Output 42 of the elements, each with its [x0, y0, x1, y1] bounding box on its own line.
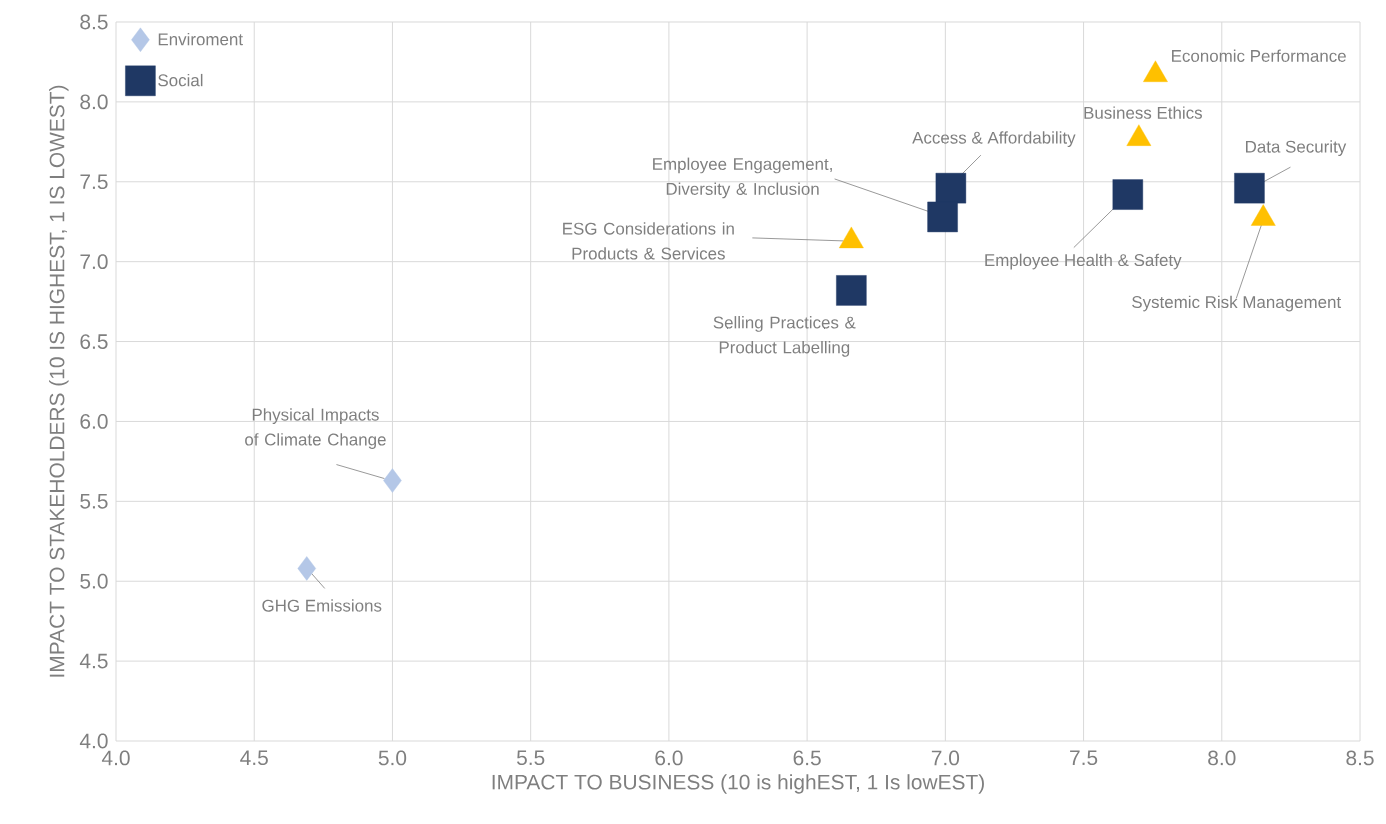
annotation: GHG Emissions — [262, 599, 382, 612]
point — [297, 556, 316, 581]
y-tick-label: 8.0 — [80, 94, 108, 110]
y-tick-label: 4.5 — [79, 653, 108, 669]
annotation: Data Security — [1246, 140, 1347, 157]
point — [836, 275, 867, 306]
x-tick-label: 4.5 — [240, 750, 268, 766]
x-tick-label: 8.5 — [1346, 750, 1374, 766]
x-tick-label: 7.0 — [931, 750, 960, 766]
y-tick-label: 6.0 — [80, 414, 108, 429]
y-tick-label: 8.5 — [80, 14, 108, 30]
x-tick-label: 6.0 — [655, 750, 683, 766]
point — [1112, 179, 1143, 210]
x-tick-label: 4.0 — [101, 750, 130, 766]
y-axis-title: IMPACT TO STAKEHOLDERS (10 IS HIGHEST, 1 IS LOWEST) — [49, 85, 69, 677]
point — [927, 201, 958, 233]
annotation: ESG Considerations in Products & Services — [563, 222, 734, 260]
annotation: Employee Engagement, Diversity & Inclusion — [653, 157, 832, 199]
y-tick-label: 7.0 — [80, 254, 108, 270]
x-tick-label: 5.5 — [516, 750, 545, 766]
point — [383, 468, 402, 493]
annotation: Business Ethics — [1084, 106, 1202, 119]
x-tick-label: 7.5 — [1070, 750, 1098, 766]
point — [1234, 172, 1265, 204]
x-tick-label: 8.0 — [1208, 750, 1236, 766]
annotation: Systemic Risk Management — [1132, 295, 1342, 312]
y-tick-label: 7.5 — [80, 174, 108, 190]
y-tick-label: 6.5 — [80, 334, 108, 349]
annotation: Economic Performance — [1172, 49, 1346, 62]
annotation: Employee Health & Safety — [985, 253, 1182, 270]
legend-label: Enviroment — [158, 32, 243, 46]
x-tick-label: 5.0 — [378, 750, 407, 766]
x-axis-title: IMPACT TO BUSINESS (10 is highEST, 1 Is lowEST) — [492, 774, 984, 794]
legend-label: Social — [158, 73, 203, 87]
point — [935, 172, 967, 204]
y-tick-label: 5.0 — [80, 573, 108, 589]
x-tick-label: 6.5 — [793, 750, 821, 766]
annotation: Physical Impacts of Climate Change — [245, 408, 386, 449]
y-tick-label: 5.5 — [80, 494, 108, 509]
annotation: Access & Affordability — [912, 131, 1076, 148]
annotation: Selling Practices & Product Labelling — [713, 316, 856, 357]
y-tick-label: 4.0 — [79, 733, 108, 749]
